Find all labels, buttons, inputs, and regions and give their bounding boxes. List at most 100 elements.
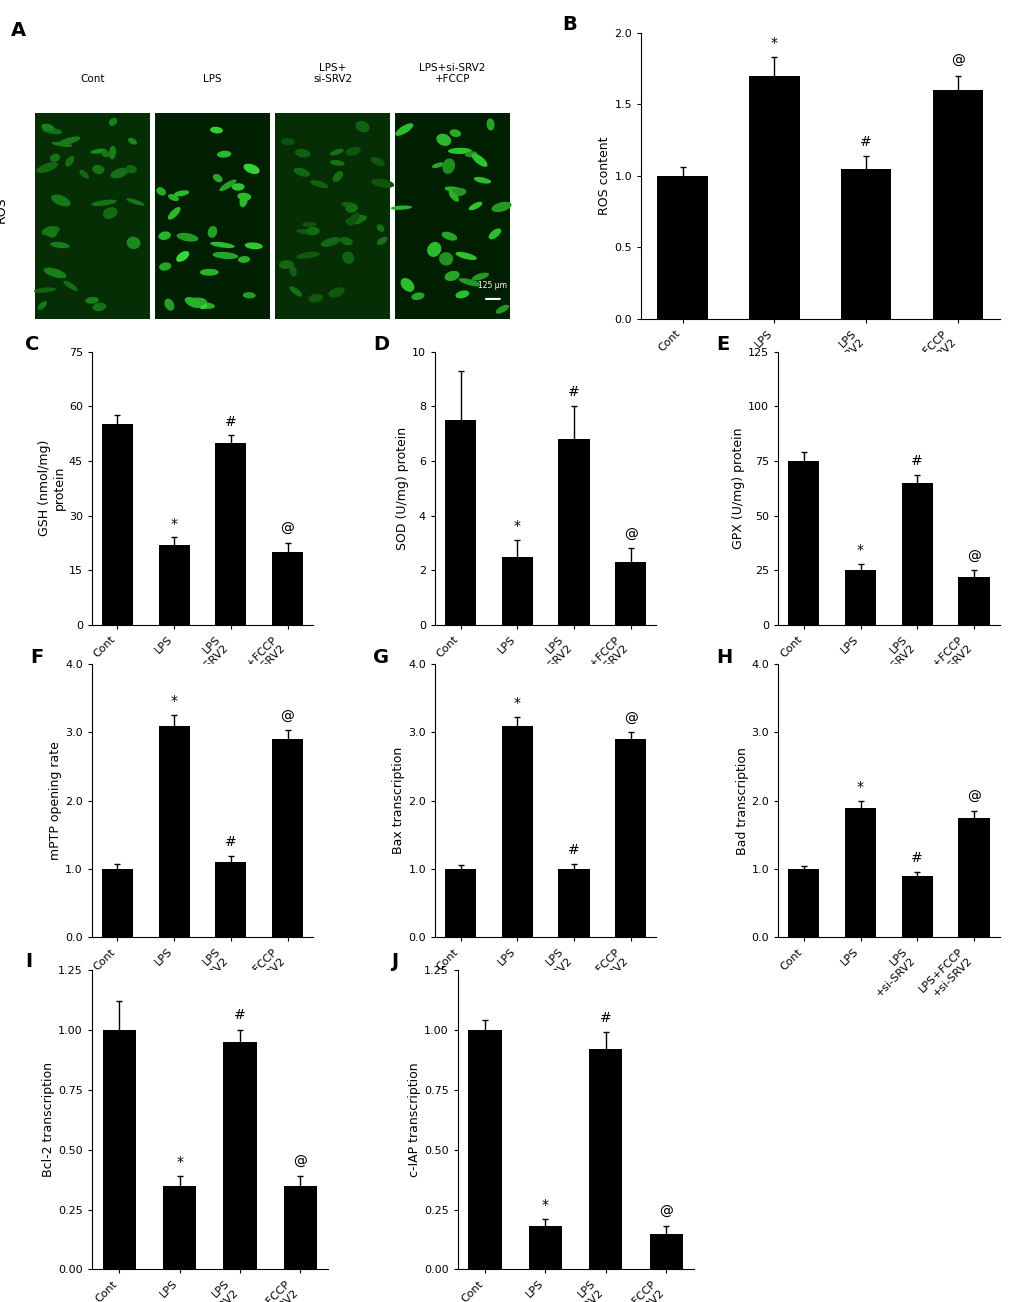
Ellipse shape xyxy=(156,187,166,195)
Text: E: E xyxy=(715,335,729,354)
Bar xyxy=(215,443,247,625)
Text: LPS+si-SRV2
+FCCP: LPS+si-SRV2 +FCCP xyxy=(419,62,485,85)
Y-axis label: mPTP opening rate: mPTP opening rate xyxy=(49,741,62,861)
Bar xyxy=(656,176,707,319)
Ellipse shape xyxy=(110,168,128,178)
Ellipse shape xyxy=(91,199,117,206)
Ellipse shape xyxy=(92,165,104,174)
Bar xyxy=(468,1030,501,1269)
Ellipse shape xyxy=(310,180,328,187)
Text: *: * xyxy=(541,1198,548,1212)
Text: G: G xyxy=(373,647,388,667)
Ellipse shape xyxy=(346,212,360,225)
Ellipse shape xyxy=(471,154,487,167)
Ellipse shape xyxy=(491,202,512,212)
Ellipse shape xyxy=(126,198,145,206)
Ellipse shape xyxy=(308,294,323,302)
Bar xyxy=(528,1226,561,1269)
Ellipse shape xyxy=(376,224,384,232)
Ellipse shape xyxy=(41,124,54,132)
Ellipse shape xyxy=(329,160,344,165)
Text: @: @ xyxy=(658,1204,673,1219)
Y-axis label: Bax transcription: Bax transcription xyxy=(392,747,405,854)
Ellipse shape xyxy=(427,242,441,256)
Ellipse shape xyxy=(395,124,413,135)
Bar xyxy=(901,483,932,625)
Ellipse shape xyxy=(356,121,369,133)
Ellipse shape xyxy=(174,190,190,197)
Bar xyxy=(103,1030,136,1269)
Ellipse shape xyxy=(43,128,62,134)
Ellipse shape xyxy=(350,216,362,224)
Bar xyxy=(614,740,646,937)
FancyBboxPatch shape xyxy=(155,113,270,319)
Ellipse shape xyxy=(345,203,358,212)
Ellipse shape xyxy=(345,147,361,156)
Bar xyxy=(788,461,818,625)
Ellipse shape xyxy=(472,272,488,280)
Bar xyxy=(614,562,646,625)
Ellipse shape xyxy=(431,163,443,168)
Bar xyxy=(283,1186,317,1269)
Bar xyxy=(649,1233,682,1269)
FancyBboxPatch shape xyxy=(36,113,150,319)
Text: @: @ xyxy=(280,710,294,724)
Ellipse shape xyxy=(125,165,137,173)
FancyBboxPatch shape xyxy=(394,113,510,319)
Ellipse shape xyxy=(306,227,319,236)
Ellipse shape xyxy=(345,215,367,224)
Text: A: A xyxy=(11,21,26,40)
Ellipse shape xyxy=(93,302,106,311)
Text: *: * xyxy=(514,519,521,534)
Ellipse shape xyxy=(219,180,236,191)
Y-axis label: c-IAP transcription: c-IAP transcription xyxy=(408,1062,421,1177)
Text: 125 μm: 125 μm xyxy=(478,281,506,290)
Ellipse shape xyxy=(400,277,414,292)
Ellipse shape xyxy=(101,150,110,158)
Ellipse shape xyxy=(109,146,116,159)
Ellipse shape xyxy=(370,156,384,167)
Ellipse shape xyxy=(159,263,171,271)
Ellipse shape xyxy=(465,151,477,158)
Ellipse shape xyxy=(91,148,106,154)
Bar xyxy=(958,818,988,937)
Bar xyxy=(444,870,476,937)
Bar xyxy=(102,424,132,625)
Ellipse shape xyxy=(340,237,353,245)
Ellipse shape xyxy=(442,159,454,174)
Text: @: @ xyxy=(293,1155,307,1168)
Text: LPS: LPS xyxy=(203,74,222,85)
Ellipse shape xyxy=(438,253,452,266)
Ellipse shape xyxy=(200,268,219,276)
Ellipse shape xyxy=(109,117,117,126)
Text: #: # xyxy=(910,454,922,469)
Text: B: B xyxy=(561,16,577,34)
Bar xyxy=(958,577,988,625)
Text: *: * xyxy=(176,1155,182,1168)
Ellipse shape xyxy=(243,292,256,298)
Ellipse shape xyxy=(296,229,318,234)
Text: #: # xyxy=(234,1008,246,1022)
Bar xyxy=(223,1042,257,1269)
Text: ROS: ROS xyxy=(0,197,8,224)
Text: #: # xyxy=(910,852,922,865)
Ellipse shape xyxy=(329,148,343,155)
Ellipse shape xyxy=(168,207,180,220)
Ellipse shape xyxy=(237,193,251,201)
Ellipse shape xyxy=(210,242,234,249)
Ellipse shape xyxy=(411,293,424,299)
Text: #: # xyxy=(599,1010,611,1025)
Ellipse shape xyxy=(436,134,450,146)
Ellipse shape xyxy=(57,137,81,146)
Ellipse shape xyxy=(213,174,222,182)
Ellipse shape xyxy=(44,268,66,279)
Ellipse shape xyxy=(449,187,466,197)
Bar xyxy=(844,570,875,625)
Y-axis label: ROS content: ROS content xyxy=(598,137,610,215)
Y-axis label: SOD (U/mg) protein: SOD (U/mg) protein xyxy=(395,427,409,549)
Ellipse shape xyxy=(341,251,354,264)
Text: #: # xyxy=(859,134,871,148)
Ellipse shape xyxy=(459,279,481,286)
Ellipse shape xyxy=(38,301,47,310)
Text: D: D xyxy=(373,335,388,354)
